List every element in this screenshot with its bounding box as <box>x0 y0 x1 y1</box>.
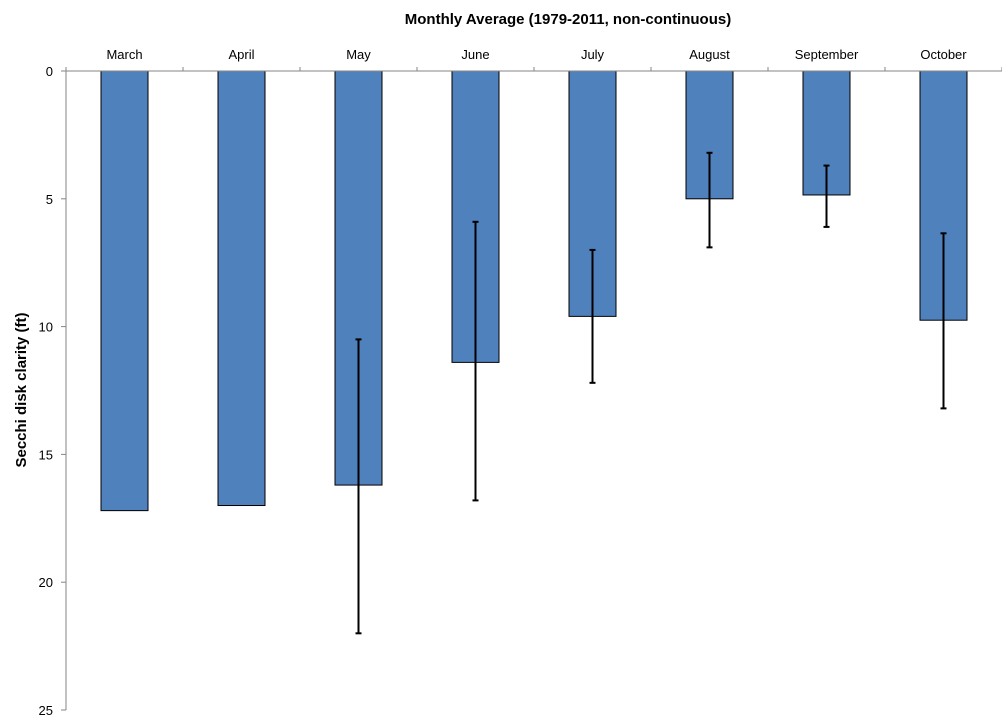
axes-layer: 0 5 10 15 20 25 March April May June July August Sep… <box>39 47 1002 718</box>
category-label-may: May <box>346 47 371 62</box>
error-bar-may <box>355 338 362 635</box>
bars-layer <box>100 70 968 512</box>
y-tick-label-15: 15 <box>39 447 53 462</box>
y-tick-label-25: 25 <box>39 703 53 718</box>
error-bar-june <box>472 220 479 502</box>
chart-title: Monthly Average (1979-2011, non-continuo… <box>405 11 731 28</box>
error-bar-august <box>706 151 713 249</box>
category-label-june: June <box>461 47 489 62</box>
category-label-july: July <box>581 47 605 62</box>
y-tick-label-5: 5 <box>46 192 53 207</box>
bar-march <box>100 70 149 512</box>
category-label-april: April <box>228 47 254 62</box>
y-tick-label-0: 0 <box>46 64 53 79</box>
category-label-august: August <box>689 47 730 62</box>
category-label-march: March <box>106 47 142 62</box>
category-label-september: September <box>795 47 859 62</box>
error-bars-layer <box>355 151 947 635</box>
error-bar-july <box>589 248 596 384</box>
bar-april <box>217 70 266 507</box>
error-bar-october <box>940 232 947 410</box>
y-tick-label-20: 20 <box>39 575 53 590</box>
error-bar-september <box>823 164 830 228</box>
y-tick-label-10: 10 <box>39 320 53 335</box>
category-label-october: October <box>920 47 967 62</box>
y-axis-label: Secchi disk clarity (ft) <box>13 312 30 467</box>
